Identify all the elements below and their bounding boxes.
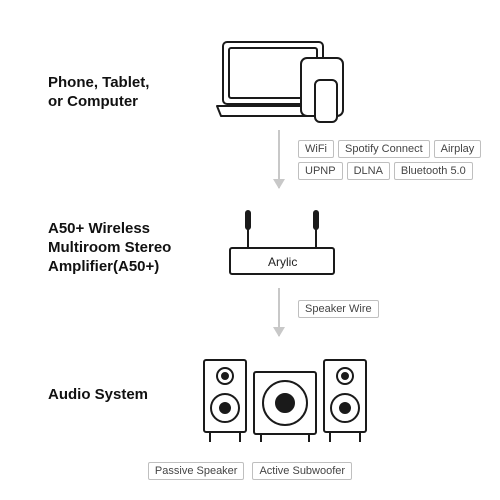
protocol-chips: WiFi Spotify Connect Airplay UPNP DLNA B… [298, 140, 488, 180]
chip-dlna: DLNA [347, 162, 390, 180]
audio-label-text: Audio System [48, 386, 148, 403]
source-label-text: Phone, Tablet,or Computer [48, 74, 149, 110]
chip-speaker-wire: Speaker Wire [298, 300, 379, 318]
devices-icon [215, 36, 365, 126]
audio-label: Audio System [48, 386, 148, 405]
amp-label-text: A50+ WirelessMultiroom StereoAmplifier(A… [48, 220, 171, 275]
speaker-type-chips: Passive Speaker Active Subwoofer [0, 462, 500, 480]
chip-upnp: UPNP [298, 162, 343, 180]
amp-brand-text: Arylic [268, 255, 297, 269]
chip-active-subwoofer: Active Subwoofer [252, 462, 352, 480]
chip-wifi: WiFi [298, 140, 334, 158]
speakers-icon [198, 342, 378, 447]
arrow-amp-to-speakers [278, 288, 280, 336]
source-label: Phone, Tablet,or Computer [48, 74, 149, 112]
chip-bluetooth: Bluetooth 5.0 [394, 162, 473, 180]
amp-label: A50+ WirelessMultiroom StereoAmplifier(A… [48, 220, 171, 276]
amplifier-icon: Arylic [222, 208, 342, 278]
chip-passive-speaker: Passive Speaker [148, 462, 245, 480]
wire-chips: Speaker Wire [298, 300, 438, 318]
chip-airplay: Airplay [434, 140, 482, 158]
arrow-source-to-amp [278, 130, 280, 188]
chip-spotify: Spotify Connect [338, 140, 430, 158]
